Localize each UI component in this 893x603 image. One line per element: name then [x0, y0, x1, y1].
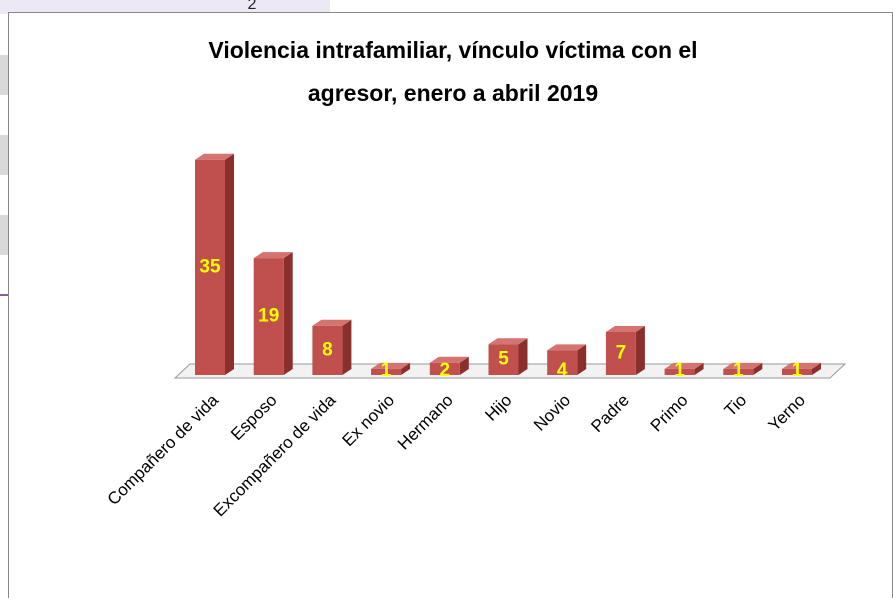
data-label: 1	[733, 360, 744, 381]
bar-front	[429, 362, 460, 375]
bar-top	[605, 325, 645, 332]
bar-side	[635, 325, 645, 375]
sheet-cell	[0, 0, 330, 14]
bar-front	[664, 368, 695, 375]
cell-text: 2	[248, 0, 257, 13]
sheet-row	[0, 135, 8, 175]
bar-side	[283, 252, 293, 375]
data-label: 8	[322, 339, 333, 360]
bar	[488, 338, 528, 375]
bar-top	[371, 362, 411, 369]
data-label: 4	[557, 360, 568, 381]
bar-side	[225, 153, 234, 375]
bar	[605, 325, 645, 375]
bar	[664, 362, 704, 375]
bar-top	[195, 153, 234, 160]
bar-front	[195, 159, 225, 375]
data-label: 7	[616, 342, 627, 363]
bar-side	[812, 362, 821, 375]
sheet-row	[0, 215, 8, 255]
bar-top	[664, 362, 704, 369]
bar-side	[459, 356, 469, 375]
data-label: 1	[792, 360, 803, 381]
bar	[195, 153, 234, 375]
bar-front	[312, 325, 343, 375]
bar-front	[723, 368, 754, 375]
bar-front	[253, 258, 284, 375]
chart-title: agresor, enero a abril 2019	[308, 80, 598, 106]
data-label: 5	[498, 349, 509, 370]
bar-side	[342, 319, 352, 375]
bar-front	[605, 331, 636, 375]
data-label: 35	[199, 256, 221, 277]
bar-top	[429, 356, 469, 363]
data-label: 2	[440, 360, 451, 381]
bar-top	[782, 362, 821, 369]
bar-top	[312, 319, 352, 326]
bar	[312, 319, 352, 375]
bar	[429, 356, 469, 375]
bar	[782, 362, 821, 375]
bar	[547, 344, 587, 375]
bar-side	[577, 344, 587, 375]
bar-top	[253, 252, 293, 259]
sheet-row	[0, 55, 8, 95]
data-label: 19	[258, 306, 279, 327]
bar-front	[371, 368, 402, 375]
bar	[253, 252, 293, 375]
chart-title: Violencia intrafamiliar, vínculo víctima…	[208, 37, 697, 63]
bar	[723, 362, 763, 375]
data-label: 1	[674, 360, 685, 381]
bar-top	[488, 338, 528, 345]
bar-top	[547, 344, 587, 351]
bar-front	[547, 350, 578, 375]
bar-front	[782, 368, 812, 375]
bar	[371, 362, 411, 375]
bar-side	[694, 362, 704, 375]
bar-top	[723, 362, 763, 369]
bar-side	[401, 362, 411, 375]
bar-front	[488, 344, 519, 375]
bar-side	[753, 362, 763, 375]
bar-side	[518, 338, 528, 375]
data-label: 1	[381, 360, 392, 381]
